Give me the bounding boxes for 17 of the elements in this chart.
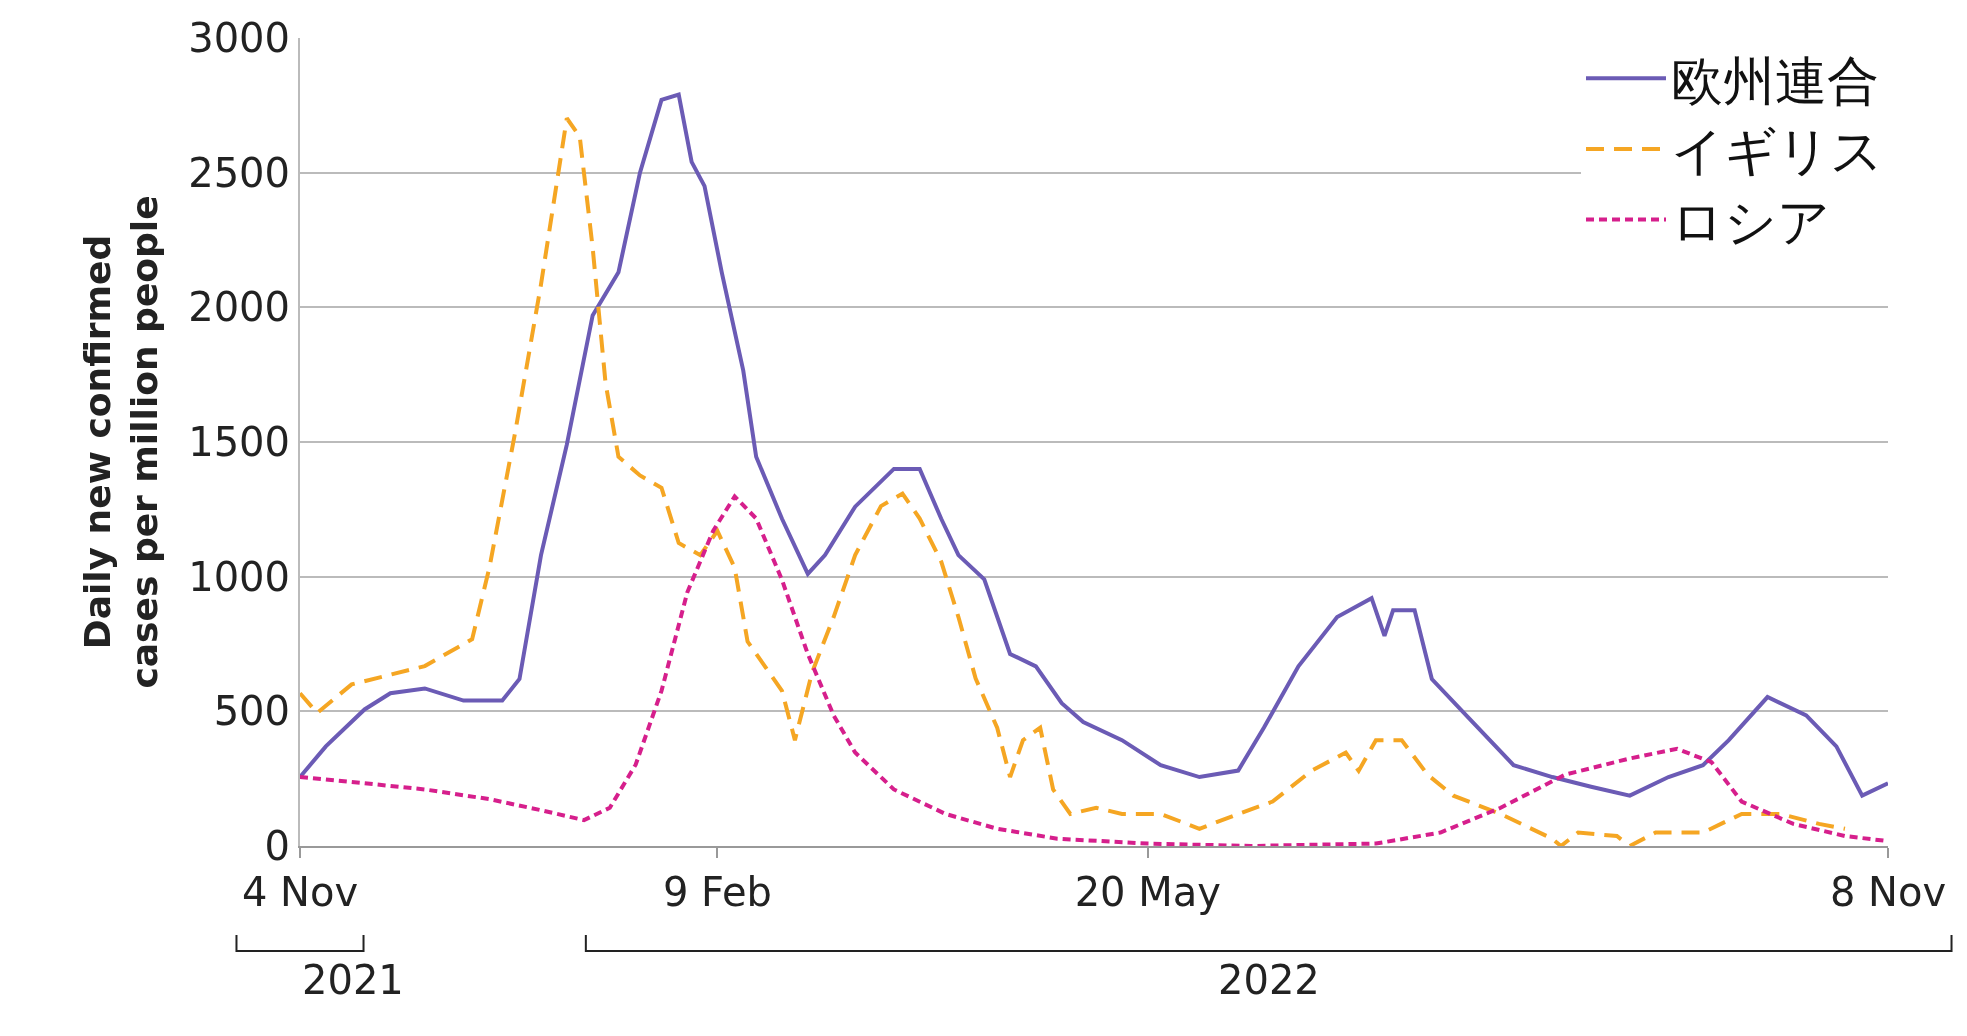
x-tick-label: 4 Nov xyxy=(241,869,359,915)
y-tick-label: 2000 xyxy=(188,284,290,331)
y-tick-label: 500 xyxy=(213,688,290,735)
y-tick-label: 1000 xyxy=(188,553,290,600)
y-tick-label: 0 xyxy=(264,823,290,869)
y-tick-label: 3000 xyxy=(188,15,290,61)
x-tick-label: 9 Feb xyxy=(662,869,772,915)
text: 2022 xyxy=(1218,957,1320,1003)
y-tick-label: 1500 xyxy=(188,419,290,465)
x-tick-label: 20 May xyxy=(1074,869,1221,915)
legend-label: 欧州連合 xyxy=(1671,50,1879,111)
text: 2021 xyxy=(302,957,404,1003)
y-axis-title: Daily new confirmed cases per million people xyxy=(76,195,165,689)
legend-label: ロシア xyxy=(1671,191,1830,252)
x-tick-label: 8 Nov xyxy=(1829,869,1947,915)
legend-label: イギリス xyxy=(1671,121,1883,182)
y-tick-label: 2500 xyxy=(188,149,290,196)
